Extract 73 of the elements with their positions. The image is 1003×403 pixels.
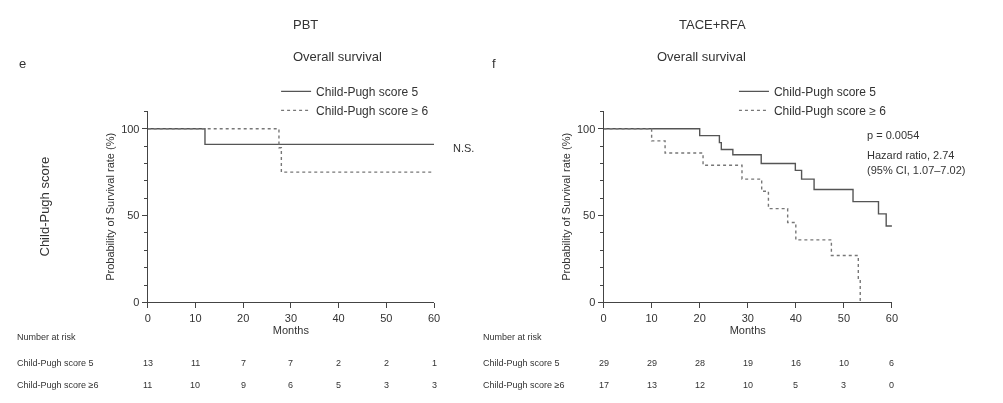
x-tick-label: 40 xyxy=(332,311,345,324)
text: 2 xyxy=(336,358,342,368)
x-tick-label: 20 xyxy=(237,311,250,324)
text: Child-Pugh score xyxy=(36,156,52,257)
chart-subtitle: Overall survival xyxy=(657,49,746,64)
y-tick-label: 0 xyxy=(133,296,140,309)
x-axis-title: Months xyxy=(729,323,767,336)
x-axis-title: Months xyxy=(272,323,310,336)
x-tick-label: 50 xyxy=(837,311,851,324)
text: 11 xyxy=(143,380,153,390)
text: 2 xyxy=(384,358,390,368)
text: e xyxy=(19,56,27,71)
text: 7 xyxy=(288,358,294,368)
text: 11 xyxy=(191,358,201,368)
x-tick-label: 60 xyxy=(885,311,899,324)
x-tick-label: 0 xyxy=(600,311,607,324)
text: 28 xyxy=(695,358,706,368)
text: 19 xyxy=(743,358,754,368)
text: 5 xyxy=(336,380,342,390)
annotation: (95% CI, 1.07–7.02) xyxy=(867,164,966,176)
text: 10 xyxy=(190,380,201,390)
x-tick-label: 30 xyxy=(741,311,754,324)
text: 12 xyxy=(695,380,706,390)
chart-subtitle: Overall survival xyxy=(293,49,382,64)
annotation: Hazard ratio, 2.74 xyxy=(867,149,955,161)
y-axis-title: Probability of Survival rate (%) xyxy=(559,132,572,281)
text: 3 xyxy=(384,380,390,390)
text: Child-Pugh score 5 xyxy=(17,358,94,368)
x-tick-label: 10 xyxy=(645,311,658,324)
text: 17 xyxy=(599,380,610,390)
x-tick-label: 30 xyxy=(284,311,298,324)
text: 6 xyxy=(889,358,895,368)
text: 6 xyxy=(288,380,294,390)
text: 29 xyxy=(647,358,658,368)
text: 9 xyxy=(241,380,247,390)
text: 1 xyxy=(432,358,438,368)
chart-title: TACE+RFA xyxy=(679,17,746,32)
text: Child-Pugh score ≥6 xyxy=(483,380,565,390)
x-tick-label: 20 xyxy=(693,311,706,324)
text: 10 xyxy=(839,358,850,368)
text: 0 xyxy=(889,380,895,390)
text: f xyxy=(492,56,496,71)
text: 7 xyxy=(241,358,247,368)
x-tick-label: 40 xyxy=(789,311,802,324)
legend-label: Child-Pugh score ≥ 6 xyxy=(316,104,429,119)
text: Number at risk xyxy=(17,332,77,342)
legend-label: Child-Pugh score 5 xyxy=(773,85,877,100)
text: 3 xyxy=(841,380,847,390)
legend-label: Child-Pugh score ≥ 6 xyxy=(773,104,887,119)
x-tick-label: 10 xyxy=(189,311,202,324)
text: 3 xyxy=(432,380,438,390)
text: Child-Pugh score 5 xyxy=(483,358,560,368)
text: Number at risk xyxy=(483,332,543,342)
legend-label: Child-Pugh score 5 xyxy=(316,85,419,100)
text: 13 xyxy=(647,380,658,390)
y-tick-label: 50 xyxy=(583,209,596,222)
x-tick-label: 50 xyxy=(380,311,393,324)
y-axis-title: Probability of Survival rate (%) xyxy=(103,132,116,281)
text: Child-Pugh score ≥6 xyxy=(17,380,99,390)
text: 29 xyxy=(599,358,610,368)
y-tick-label: 100 xyxy=(577,122,596,135)
annotation: p = 0.0054 xyxy=(867,129,920,141)
y-tick-label: 50 xyxy=(127,209,140,222)
x-tick-label: 0 xyxy=(144,311,151,324)
text: 13 xyxy=(143,358,154,368)
y-tick-label: 100 xyxy=(121,122,140,135)
text: 5 xyxy=(793,380,799,390)
x-tick-label: 60 xyxy=(427,311,441,324)
text: 16 xyxy=(791,358,802,368)
text: 10 xyxy=(743,380,754,390)
text: N.S. xyxy=(453,142,475,154)
chart-title: PBT xyxy=(293,17,319,32)
y-tick-label: 0 xyxy=(589,296,596,309)
